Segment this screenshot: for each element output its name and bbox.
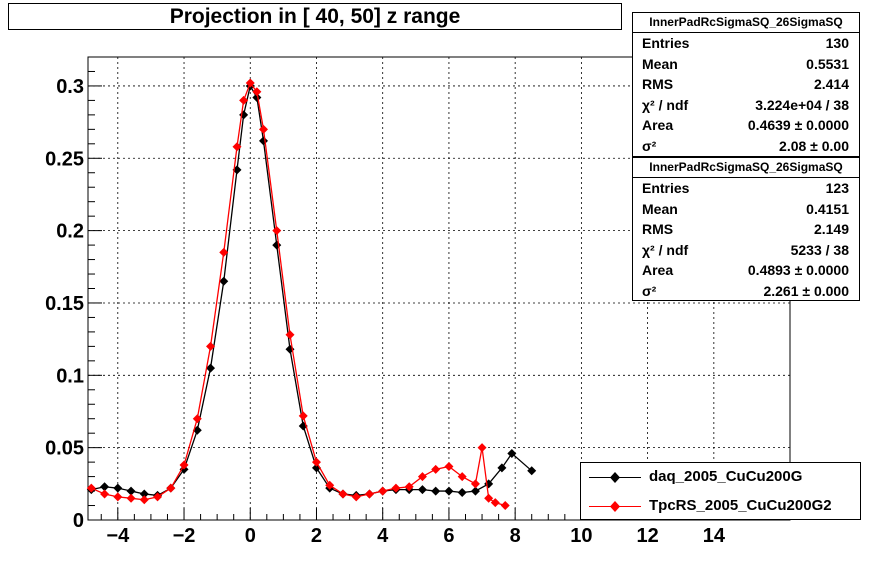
data-point-1 [444,461,454,471]
y-tick-label: 0.25 [45,148,84,170]
data-point-1 [153,492,163,502]
data-point-1 [100,489,110,499]
legend-marker-tpcrs [589,501,641,512]
data-point-1 [298,411,308,421]
data-point-1 [378,486,388,496]
stats-row-sigma2: σ² 2.261 ± 0.000 [642,282,849,299]
x-tick-label: 0 [245,525,256,547]
data-point-1 [259,124,268,134]
data-point-0 [497,463,507,473]
x-tick-label: 2 [311,525,322,547]
data-point-1 [477,443,487,453]
stats-row-chi2: χ² / ndf 3.224e+04 / 38 [642,96,849,113]
x-tick-label: −4 [106,525,130,547]
data-point-1 [351,492,361,502]
stats-row-entries: Entries 123 [642,180,849,196]
data-point-0 [507,448,517,458]
stats-row-area: Area 0.4639 ± 0.0000 [642,117,849,134]
data-point-0 [219,276,229,286]
data-point-0 [100,482,110,492]
data-point-1 [166,483,176,493]
data-point-1 [86,483,96,493]
data-point-0 [259,136,268,146]
data-point-0 [444,486,454,496]
stats-box-daq: InnerPadRcSigmaSQ_26SigmaSQ Entries 130 … [632,12,860,157]
x-tick-label: 10 [570,525,592,547]
stats-row-mean: Mean 0.5531 [642,55,849,72]
data-point-0 [252,93,262,103]
stats-box-title: InnerPadRcSigmaSQ_26SigmaSQ [633,13,859,33]
data-point-0 [470,486,480,496]
stats-row-mean: Mean 0.4151 [642,200,849,217]
x-tick-label: 6 [443,525,454,547]
data-point-1 [113,492,123,502]
data-point-1 [206,341,216,351]
stats-row-entries: Entries 130 [642,35,849,51]
data-point-1 [484,493,494,503]
stats-row-rms: RMS 2.414 [642,76,849,93]
data-point-1 [192,414,202,424]
data-point-0 [206,363,216,373]
series-line-1 [91,81,506,507]
x-tick-label: 8 [510,525,521,547]
legend-entry-daq: daq_2005_CuCu200G [581,463,860,492]
data-point-1 [311,457,321,467]
stats-row-area: Area 0.4893 ± 0.0000 [642,262,849,279]
data-point-0 [417,485,427,495]
data-point-0 [457,488,467,498]
data-point-1 [219,247,229,257]
y-tick-label: 0.05 [45,438,84,460]
data-point-1 [239,95,249,105]
y-tick-label: 0.3 [56,76,84,98]
x-tick-label: 4 [377,525,389,547]
data-point-1 [391,483,401,493]
data-point-1 [139,495,149,505]
stats-row-chi2: χ² / ndf 5233 / 38 [642,241,849,258]
chart-title: Projection in [ 40, 50] z range [8,3,622,30]
legend-label-tpcrs: TpcRS_2005_CuCu200G2 [649,497,832,514]
data-point-1 [325,480,335,490]
data-point-1 [338,489,348,499]
data-point-0 [272,240,282,250]
data-point-1 [417,472,427,482]
data-point-0 [431,486,441,496]
legend-entry-tpcrs: TpcRS_2005_CuCu200G2 [581,492,860,521]
x-tick-label: 12 [636,525,658,547]
data-point-1 [470,479,480,489]
data-point-1 [179,460,189,470]
data-point-1 [404,482,414,492]
data-point-0 [126,486,136,496]
data-point-1 [431,464,441,474]
data-point-1 [272,226,282,236]
y-tick-label: 0.15 [45,293,84,315]
stats-box-title: InnerPadRcSigmaSQ_26SigmaSQ [633,158,859,178]
data-point-1 [232,142,242,152]
data-point-1 [500,501,510,511]
x-tick-label: −2 [173,525,196,547]
data-point-1 [126,493,136,503]
data-point-1 [285,330,295,340]
stats-row-sigma2: σ² 2.08 ± 0.00 [642,137,849,154]
data-point-1 [364,489,374,499]
x-tick-label: 14 [703,525,726,547]
legend-label-daq: daq_2005_CuCu200G [649,468,803,485]
data-point-1 [457,472,467,482]
y-tick-label: 0 [73,510,84,532]
data-point-1 [252,87,262,97]
stats-box-tpcrs: InnerPadRcSigmaSQ_26SigmaSQ Entries 123 … [632,157,860,301]
legend: daq_2005_CuCu200G TpcRS_2005_CuCu200G2 [580,462,861,520]
data-point-0 [139,489,149,499]
y-tick-label: 0.1 [56,365,84,387]
y-tick-label: 0.2 [56,221,84,243]
series-line-0 [91,84,533,497]
data-point-1 [245,78,255,88]
data-point-0 [113,483,123,493]
legend-marker-daq [589,472,641,483]
stats-row-rms: RMS 2.149 [642,221,849,238]
data-point-1 [490,498,500,508]
data-point-0 [527,466,537,476]
